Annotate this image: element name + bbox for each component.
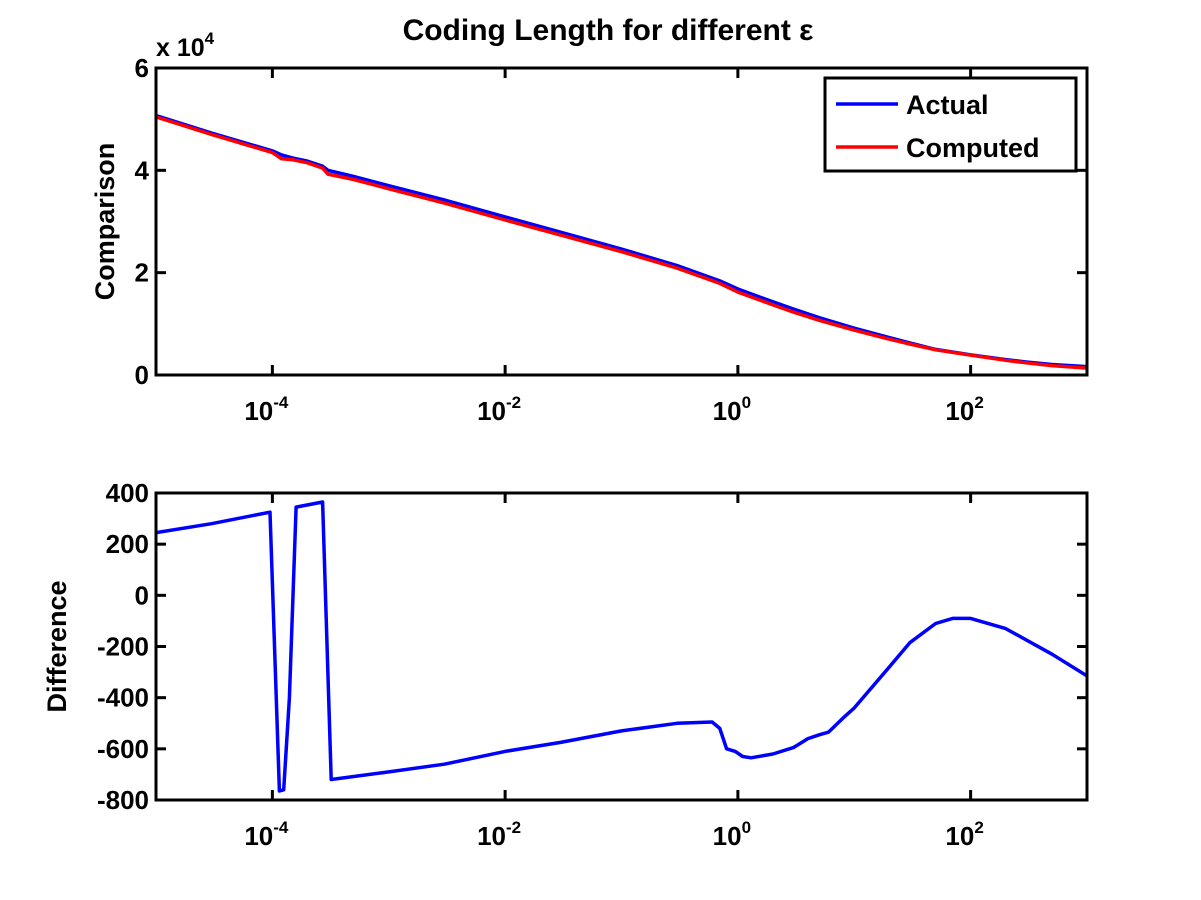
y-multiplier-label: x 104 — [156, 29, 215, 62]
legend-label-actual: Actual — [906, 90, 989, 120]
y-tick-label: 0 — [135, 580, 149, 610]
legend: Actual Computed — [823, 76, 1078, 173]
plot-area-2 — [156, 500, 1087, 793]
x-tick-label: 100 — [713, 393, 751, 426]
x-tick-label: 100 — [713, 818, 751, 851]
y-tick-label: 200 — [106, 529, 149, 559]
y-tick-label: -200 — [97, 632, 149, 662]
y-axis-label: Comparison — [90, 143, 120, 301]
top-plot: 10-4 10-2 100 102 0 2 4 6 Comparison x 104 Actual C… — [90, 29, 1089, 426]
axes-box — [154, 66, 1089, 377]
plot-area-1 — [156, 113, 1087, 370]
legend-label-computed: Computed — [906, 133, 1039, 163]
x-tick-label: 10-4 — [244, 818, 289, 851]
x-tick-label: 102 — [945, 818, 983, 851]
difference-series-line — [156, 500, 1087, 793]
y-tick-label: -800 — [97, 785, 149, 815]
y-tick-label: 6 — [135, 53, 149, 83]
y-tick-label: 0 — [135, 360, 149, 390]
x-tick-label: 10-2 — [477, 818, 521, 851]
y-tick-label: 2 — [135, 258, 149, 288]
y-tick-label: -600 — [97, 734, 149, 764]
computed-series-line — [156, 115, 1087, 370]
x-tick-label: 102 — [945, 393, 983, 426]
x-tick-label: 10-2 — [477, 393, 521, 426]
y-axis-label: Difference — [42, 580, 72, 712]
x-tick-label: 10-4 — [244, 393, 289, 426]
chart-title: Coding Length for different ε — [403, 14, 814, 47]
y-tick-label: 400 — [106, 478, 149, 508]
legend-box — [823, 76, 1078, 173]
y-tick-label: 4 — [135, 155, 150, 185]
bottom-plot: 10-4 10-2 100 102 -800 -600 -400 -200 0 200 400 Dif… — [42, 478, 1089, 851]
y-tick-label: -400 — [97, 683, 149, 713]
